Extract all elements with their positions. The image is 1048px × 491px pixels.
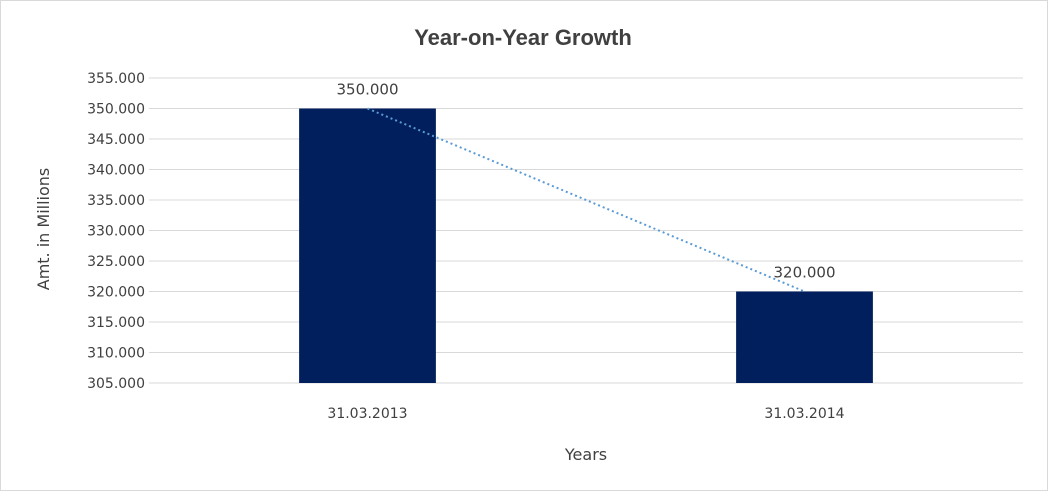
data-labels: 350.000 320.000: [336, 81, 835, 282]
bar: [736, 291, 873, 383]
x-axis-title: Years: [564, 445, 607, 464]
y-tick-label: 350.000: [87, 102, 145, 118]
trendline-line: [367, 107, 805, 293]
y-axis-title: Amt. in Millions: [34, 168, 53, 291]
bar: [299, 108, 436, 383]
y-axis-ticks: 305.000 310.000 315.000 320.000 325.000 330.0…: [87, 71, 145, 392]
x-tick-label: 31.03.2013: [327, 406, 407, 422]
gridlines: [149, 77, 1023, 384]
bars: [299, 108, 873, 383]
y-tick-label: 315.000: [87, 315, 145, 331]
y-tick-label: 345.000: [87, 132, 145, 148]
y-tick-label: 310.000: [87, 346, 145, 362]
x-tick-label: 31.03.2014: [764, 406, 844, 422]
x-axis-ticks: 31.03.2013 31.03.2014: [327, 406, 844, 422]
y-tick-label: 325.000: [87, 254, 145, 270]
y-tick-label: 335.000: [87, 193, 145, 209]
y-tick-label: 305.000: [87, 376, 145, 392]
data-label: 320.000: [773, 264, 835, 282]
y-tick-label: 355.000: [87, 71, 145, 87]
data-label: 350.000: [336, 81, 398, 99]
trendline: [367, 107, 805, 293]
y-tick-label: 330.000: [87, 224, 145, 240]
y-tick-label: 340.000: [87, 163, 145, 179]
chart-title: Year-on-Year Growth: [414, 25, 632, 50]
y-tick-label: 320.000: [87, 285, 145, 301]
